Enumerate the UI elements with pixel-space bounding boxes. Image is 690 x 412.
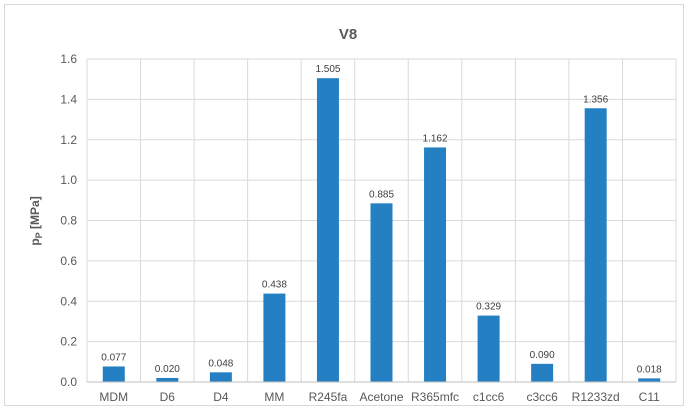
y-axis-label-unit: [MPa] xyxy=(28,196,42,232)
data-label: 0.329 xyxy=(476,302,501,313)
data-label: 0.885 xyxy=(369,189,394,200)
y-axis-label: pP [MPa] xyxy=(28,196,44,245)
bar-D6 xyxy=(156,377,179,382)
data-label: 0.048 xyxy=(208,358,233,369)
bar-c1cc6 xyxy=(477,315,500,382)
y-tick-label: 1.6 xyxy=(60,52,77,66)
bar-MM xyxy=(263,293,286,382)
y-tick-label: 0.0 xyxy=(60,375,77,389)
x-tick-label: MDM xyxy=(99,390,128,404)
category-separators xyxy=(86,59,677,382)
data-label: 1.162 xyxy=(423,133,448,144)
data-label: 1.356 xyxy=(583,94,608,105)
data-label: 0.018 xyxy=(637,364,662,375)
gridlines xyxy=(87,58,676,343)
y-tick-label: 0.6 xyxy=(60,254,77,268)
x-tick-label: D6 xyxy=(160,390,176,404)
x-tick-label: c3cc6 xyxy=(526,390,558,404)
data-label: 0.077 xyxy=(101,352,126,363)
bar-C11 xyxy=(638,378,661,382)
chart-title: V8 xyxy=(339,26,357,43)
bar-R1233zd xyxy=(584,108,607,382)
y-tick-label: 0.2 xyxy=(60,335,77,349)
x-tick-label: R365mfc xyxy=(411,390,459,404)
x-tick-label: c1cc6 xyxy=(473,390,505,404)
x-tick-label: Acetone xyxy=(359,390,403,404)
data-label: 0.020 xyxy=(155,364,180,375)
y-tick-label: 0.8 xyxy=(60,214,77,228)
bar-R365mfc xyxy=(424,147,447,382)
data-labels: 0.077 0.020 0.048 0.438 1.505 0.885 1.162 0.329… xyxy=(101,64,662,375)
bars xyxy=(102,78,661,382)
bar-c3cc6 xyxy=(531,363,554,382)
y-axis-label-main: p xyxy=(28,238,42,245)
y-tick-label: 1.0 xyxy=(60,173,77,187)
y-axis-ticks: 0.0 0.2 0.4 0.6 0.8 1.0 1.2 1.4 1.6 xyxy=(60,52,77,389)
data-label: 0.090 xyxy=(530,350,555,361)
x-tick-label: D4 xyxy=(213,390,229,404)
x-tick-label: C11 xyxy=(639,390,660,404)
y-tick-label: 0.4 xyxy=(60,294,77,308)
bar-MDM xyxy=(102,366,125,382)
bar-R245fa xyxy=(316,78,339,382)
y-tick-label: 1.2 xyxy=(60,133,77,147)
y-axis-label-sub: P xyxy=(34,232,44,238)
chart-frame xyxy=(4,4,684,406)
data-label: 0.438 xyxy=(262,280,287,291)
data-label: 1.505 xyxy=(315,64,340,75)
y-tick-label: 1.4 xyxy=(60,92,77,106)
x-tick-label: R245fa xyxy=(309,390,348,404)
bar-D4 xyxy=(209,372,232,382)
bar-Acetone xyxy=(370,203,393,382)
x-tick-label: R1233zd xyxy=(572,390,620,404)
x-tick-label: MM xyxy=(264,390,284,404)
x-axis-categories: MDM D6 D4 MM R245fa Acetone R365mfc c1cc6 c3cc6 R… xyxy=(99,390,660,404)
